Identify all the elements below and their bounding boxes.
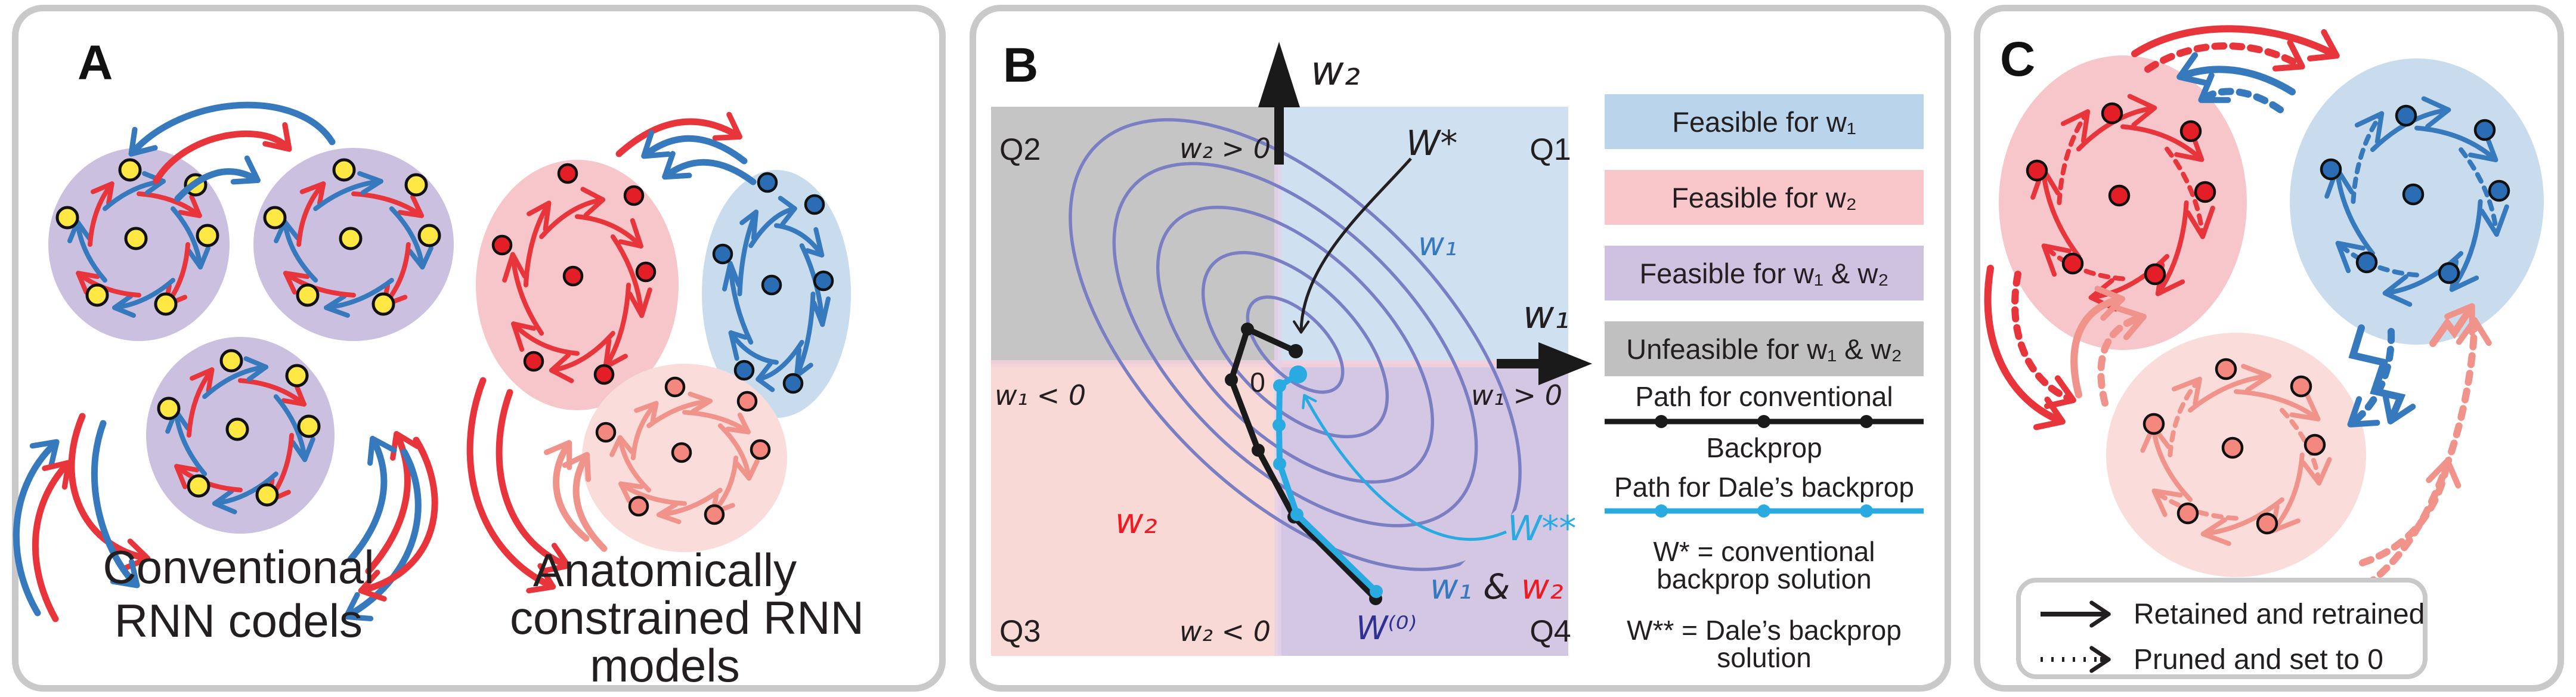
legend-wdstar-def-line1: W** = Dale’s backprop xyxy=(1627,615,1902,646)
region-q1-feasible-w1 xyxy=(1278,107,1568,364)
legend-wstar-def-line1: W* = conventional xyxy=(1653,536,1875,567)
neurons-salmon xyxy=(595,376,771,525)
legend-dale-path: Path for Dale’s backprop xyxy=(1614,472,1914,503)
neurons-yellow xyxy=(55,158,441,507)
quadrant-regions xyxy=(991,107,1568,656)
caption-constrained-line2: constrained RNN xyxy=(510,591,864,644)
constrained-rnn-group xyxy=(466,111,851,594)
panel-a: A Conventional RNN codels Anatomically c… xyxy=(12,5,946,692)
panel-c-graphic xyxy=(1984,25,2544,679)
neurons-excitatory xyxy=(491,163,657,385)
legend-feasible-w2: Feasible for w₂ xyxy=(1605,170,1924,225)
caption-constrained-line3: models xyxy=(590,639,740,692)
w-dstar-annotation-arrow xyxy=(1302,394,1507,541)
panel-a-label: A xyxy=(78,36,113,90)
caption-conventional-line2: RNN codels xyxy=(114,594,363,647)
panel-c-legend xyxy=(2016,578,2428,679)
w-star-label: W* xyxy=(1406,123,1458,163)
panel-b-label: B xyxy=(1003,38,1039,92)
path-conventional-backprop xyxy=(1225,323,1382,605)
w2-axis-arrowhead xyxy=(1258,42,1300,107)
neurons-inhibitory xyxy=(2320,104,2510,284)
w1-axis xyxy=(1497,342,1592,385)
quadrant-q2-label: Q2 xyxy=(999,132,1041,167)
panel-c-label: C xyxy=(2000,32,2036,86)
panel-a-graphic xyxy=(13,101,851,622)
region-both-tag: w₁ & w₂ xyxy=(1430,568,1563,606)
legend-conventional-line2: Backprop xyxy=(1706,432,1822,463)
neurons-inhibitory xyxy=(712,172,834,394)
quadrant-q3-label: Q3 xyxy=(999,614,1041,649)
w1-negative-label: w₁ < 0 xyxy=(995,379,1086,411)
legend-feasible-w1: Feasible for w₁ xyxy=(1605,94,1924,149)
caption-constrained-line1: Anatomically xyxy=(532,544,797,596)
w-star-annotation-arrow xyxy=(1293,157,1412,334)
panel-c: C Retained and retrained Pruned and set … xyxy=(1974,5,2564,692)
legend-pruned-label: Pruned and set to 0 xyxy=(2134,644,2383,676)
w-init-label: W⁽⁰⁾ xyxy=(1356,609,1417,647)
legend-unfeasible-both: Unfeasible for w₁ & w₂ xyxy=(1605,321,1924,376)
w1-positive-label: w₁ > 0 xyxy=(1470,379,1562,411)
w-star-point xyxy=(1289,344,1303,358)
w2-negative-label: w₂ < 0 xyxy=(1179,615,1271,648)
quadrant-q1-label: Q1 xyxy=(1530,132,1571,167)
region-w1-tag: w₁ xyxy=(1418,225,1457,263)
neurons-excitatory xyxy=(2026,102,2216,286)
w2-axis-label: w₂ xyxy=(1311,48,1360,95)
legend-path-samples xyxy=(1605,415,1924,518)
between-population-arrows xyxy=(1984,25,2492,597)
panel-b-graphic xyxy=(991,42,1924,656)
w2-positive-label: w₂ > 0 xyxy=(1179,132,1271,165)
region-both-w2: w₂ xyxy=(1521,566,1563,607)
w1-axis-label: w₁ xyxy=(1523,293,1569,337)
between-population-arrows xyxy=(13,101,438,622)
region-both-amp: & xyxy=(1472,566,1521,607)
w-dstar-point xyxy=(1289,365,1307,383)
legend-wdstar-def-line2: solution xyxy=(1717,642,1812,673)
legend-retained-label: Retained and retrained xyxy=(2134,599,2425,630)
w-dstar-label: W** xyxy=(1507,508,1577,549)
path-dales-backprop xyxy=(1272,365,1383,598)
quadrant-q4-label: Q4 xyxy=(1530,614,1571,649)
conventional-rnn-group xyxy=(13,101,454,622)
region-q3-feasible-w2 xyxy=(991,364,1278,656)
neurons-salmon xyxy=(2142,358,2326,535)
w2-axis xyxy=(1258,42,1300,165)
region-both-w1: w₁ xyxy=(1430,566,1472,607)
panel-b: B w₂ w₁ Q2 Q1 Q3 Q4 w₂ > 0 w₂ < 0 w₁ < 0… xyxy=(970,5,1951,692)
legend-feasible-both: Feasible for w₁ & w₂ xyxy=(1605,246,1924,301)
legend-wstar-def-line2: backprop solution xyxy=(1657,563,1872,594)
legend-conventional-line1: Path for conventional xyxy=(1635,381,1893,412)
between-population-arrows xyxy=(466,111,757,594)
w1-axis-arrowhead xyxy=(1538,342,1592,385)
origin-label: 0 xyxy=(1250,367,1265,398)
w-init-point xyxy=(1370,585,1383,598)
region-w2-tag: w₂ xyxy=(1115,501,1157,541)
caption-conventional-line1: Conventional xyxy=(103,541,374,593)
